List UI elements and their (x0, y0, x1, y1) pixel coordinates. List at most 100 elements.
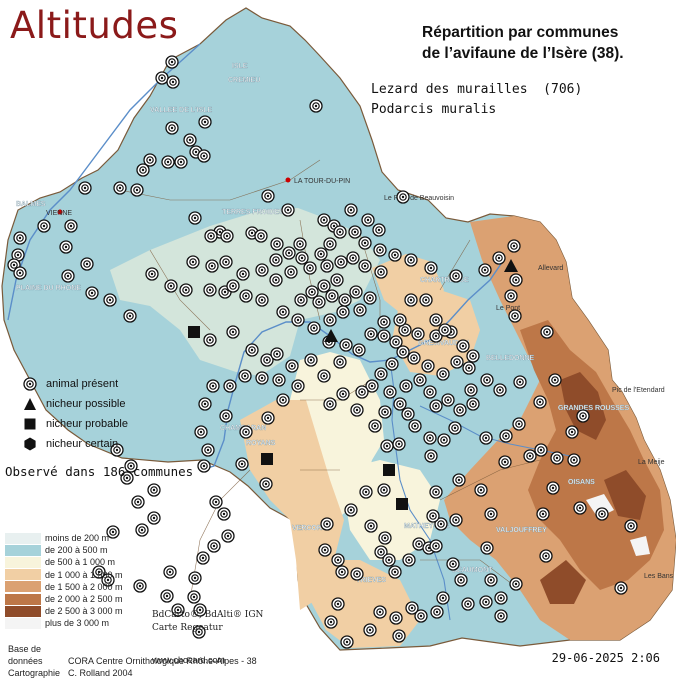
town-label: VERCORS (292, 525, 327, 532)
animal-present-marker (110, 443, 124, 457)
animal-present-marker (364, 519, 378, 533)
animal-present-marker (414, 609, 428, 623)
animal-present-marker (368, 419, 382, 433)
town-label: VIENNE (46, 210, 72, 217)
animal-present-marker (269, 253, 283, 267)
animal-present-marker (171, 603, 185, 617)
animal-present-marker (317, 369, 331, 383)
animal-present-marker (407, 351, 421, 365)
nicheur-probable-marker (396, 498, 408, 510)
animal-present-marker (324, 615, 338, 629)
animal-present-marker (207, 539, 221, 553)
hexagon-icon (22, 436, 38, 452)
animal-present-marker (226, 325, 240, 339)
animal-present-marker (344, 203, 358, 217)
animal-present-marker (217, 507, 231, 521)
animal-present-marker (446, 557, 460, 571)
animal-present-marker (479, 431, 493, 445)
altitude-label: plus de 3 000 m (45, 618, 110, 629)
animal-present-marker (393, 397, 407, 411)
animal-present-marker (197, 459, 211, 473)
animal-present-marker (270, 347, 284, 361)
animal-present-marker (392, 437, 406, 451)
map-title: Altitudes (10, 4, 179, 47)
animal-present-marker (396, 345, 410, 359)
town-label: GRESIVAUDAN (418, 340, 469, 347)
town-label: CREMIEU (228, 77, 260, 84)
animal-present-marker (145, 267, 159, 281)
animal-present-marker (187, 590, 201, 604)
animal-present-marker (339, 338, 353, 352)
animal-present-marker (498, 455, 512, 469)
town-label: LA TOUR-DU-PIN (294, 178, 350, 185)
animal-present-marker (358, 259, 372, 273)
animal-present-marker (388, 248, 402, 262)
animal-present-marker (346, 251, 360, 265)
legend-label: nicheur possible (46, 398, 126, 410)
town-label: BEAUMONT (452, 567, 493, 574)
town-label: MATHEYSINE (404, 523, 450, 530)
animal-present-marker (101, 573, 115, 587)
animal-present-marker (293, 237, 307, 251)
species-common-name: Lezard des murailles (706) (371, 82, 583, 97)
animal-present-marker (429, 485, 443, 499)
animal-present-marker (404, 293, 418, 307)
animal-present-marker (219, 255, 233, 269)
animal-present-marker (437, 433, 451, 447)
animal-present-marker (462, 361, 476, 375)
animal-present-marker (484, 507, 498, 521)
animal-present-marker (378, 531, 392, 545)
animal-present-marker (131, 495, 145, 509)
town-label: BELLEDONNE (486, 355, 535, 362)
animal-present-marker (320, 517, 334, 531)
animal-present-marker (550, 451, 564, 465)
subtitle-line: de l’avifaune de l’Isère (38). (422, 45, 624, 62)
animal-present-marker (160, 589, 174, 603)
animal-present-marker (373, 243, 387, 257)
legend-label: nicheur certain (46, 438, 119, 450)
animal-present-marker (374, 367, 388, 381)
animal-present-marker (456, 339, 470, 353)
footer-url[interactable]: www.chocard.com (152, 655, 226, 665)
animal-present-marker (450, 355, 464, 369)
altitude-legend: moins de 200 m de 200 à 500 m de 500 à 1… (5, 532, 123, 630)
animal-present-marker (401, 407, 415, 421)
drac-river (389, 359, 451, 621)
animal-present-marker (448, 421, 462, 435)
species-latin-name: Podarcis muralis (371, 102, 497, 117)
animal-present-marker (546, 481, 560, 495)
animal-present-marker (429, 399, 443, 413)
animal-present-marker (493, 383, 507, 397)
animal-present-marker (188, 571, 202, 585)
animal-present-marker (198, 397, 212, 411)
animal-present-marker (423, 431, 437, 445)
altitude-label: de 2 000 à 2 500 m (45, 594, 123, 605)
animal-present-marker (37, 219, 51, 233)
animal-present-marker (377, 483, 391, 497)
animal-present-marker (13, 266, 27, 280)
animal-present-marker (452, 473, 466, 487)
animal-present-marker (421, 359, 435, 373)
animal-present-marker (239, 289, 253, 303)
animal-present-marker (155, 71, 169, 85)
animal-present-marker (534, 443, 548, 457)
peaks (540, 372, 646, 604)
animal-present-marker (353, 303, 367, 317)
animal-present-marker (261, 189, 275, 203)
animal-present-marker (295, 251, 309, 265)
observation-markers (7, 55, 638, 649)
animal-present-marker (548, 373, 562, 387)
species-info: Lezard des murailles (706) Podarcis mural… (371, 80, 582, 120)
animal-present-marker (92, 565, 106, 579)
animal-present-marker (61, 269, 75, 283)
animal-present-marker (614, 581, 628, 595)
animal-present-marker (285, 359, 299, 373)
animal-present-marker (499, 429, 513, 443)
animal-present-marker (304, 353, 318, 367)
animal-present-marker (335, 565, 349, 579)
animal-present-marker (245, 343, 259, 357)
animal-present-marker (307, 321, 321, 335)
altitude-swatch (5, 593, 41, 605)
animal-present-marker (363, 623, 377, 637)
trieves-area (310, 560, 420, 648)
